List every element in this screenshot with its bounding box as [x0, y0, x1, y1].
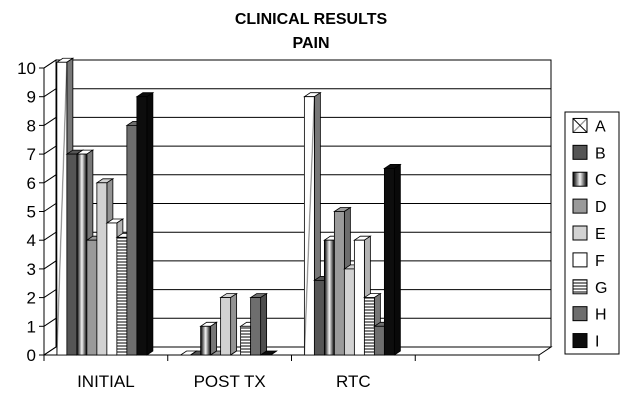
- bar-front: [106, 222, 118, 356]
- legend-swatch-h: [572, 306, 588, 322]
- bar-front: [96, 182, 108, 356]
- legend-label-f: F: [595, 253, 605, 270]
- legend-label-e: E: [595, 226, 606, 243]
- gridline: [43, 145, 551, 155]
- x-tick-label: RTC: [336, 372, 371, 391]
- bar-front: [363, 297, 375, 356]
- y-tick-label: 7: [27, 145, 36, 164]
- gridline: [43, 88, 551, 98]
- y-tick-label: 4: [27, 231, 36, 250]
- bar-side: [270, 350, 277, 356]
- bar-front: [76, 153, 88, 356]
- y-tick-label: 2: [27, 289, 36, 308]
- bar-front: [313, 279, 325, 356]
- bar-front: [220, 297, 232, 356]
- bar-front: [86, 239, 98, 356]
- legend-swatch-c: [572, 171, 588, 187]
- bar-front: [56, 61, 68, 356]
- legend-label-h: H: [595, 307, 607, 324]
- legend-swatch-d: [572, 198, 588, 214]
- bar-side: [393, 163, 401, 356]
- bar-front: [240, 325, 252, 356]
- bar-side: [230, 292, 238, 356]
- x-tick-label: INITIAL: [77, 372, 135, 391]
- bar-front: [116, 236, 128, 356]
- gridline: [43, 116, 551, 126]
- legend-swatch-e: [572, 225, 588, 241]
- legend-label-i: I: [595, 334, 599, 351]
- gridline: [43, 59, 551, 69]
- bar-front: [383, 168, 395, 356]
- y-tick-label: 6: [27, 174, 36, 193]
- bar-front: [303, 96, 315, 356]
- legend-label-c: C: [595, 172, 607, 189]
- bar-front: [323, 239, 335, 356]
- legend-swatch-f: [572, 252, 588, 268]
- chart-subtitle: PAIN: [292, 35, 329, 52]
- bar-front: [200, 325, 212, 356]
- y-tick-label: 1: [27, 317, 36, 336]
- y-tick-label: 5: [27, 203, 36, 222]
- y-tick-label: 9: [27, 88, 36, 107]
- bar-i-rtc: [383, 163, 402, 356]
- bar-i-post-tx: [259, 350, 278, 356]
- bar-front: [66, 153, 78, 356]
- bar-e-post-tx: [219, 292, 238, 356]
- bar-front: [373, 325, 385, 356]
- legend-swatch-g: [572, 279, 588, 295]
- bar-side: [210, 321, 218, 356]
- bar-front: [333, 211, 345, 356]
- bar-c-post-tx: [199, 321, 218, 356]
- bar-side: [260, 292, 268, 356]
- chart-title: CLINICAL RESULTS: [235, 11, 388, 28]
- legend-swatch-stripe: [572, 118, 588, 133]
- y-tick-label: 10: [17, 59, 36, 78]
- bar-side: [146, 91, 154, 356]
- bar-i-initial: [135, 91, 155, 356]
- bar-front: [250, 297, 262, 356]
- bar-front: [353, 239, 365, 356]
- bar-h-post-tx: [249, 292, 268, 356]
- legend-swatch-i: [572, 333, 588, 349]
- legend-label-b: B: [595, 145, 606, 162]
- legend-label-g: G: [595, 280, 607, 297]
- y-tick-label: 3: [27, 260, 36, 279]
- y-tick-label: 0: [27, 346, 36, 365]
- bar-front: [136, 96, 148, 356]
- legend-label-a: A: [595, 118, 606, 135]
- legend-label-d: D: [595, 199, 607, 216]
- x-tick-label: POST TX: [194, 372, 266, 391]
- plot-area: 0 1 2 3 4 5 6 7 8 9 10 INITIAL POST TX RTC: [17, 57, 553, 391]
- bar-front: [126, 125, 138, 356]
- bar-front: [343, 268, 355, 356]
- y-tick-label: 8: [27, 116, 36, 135]
- legend-swatch-b: [572, 144, 588, 160]
